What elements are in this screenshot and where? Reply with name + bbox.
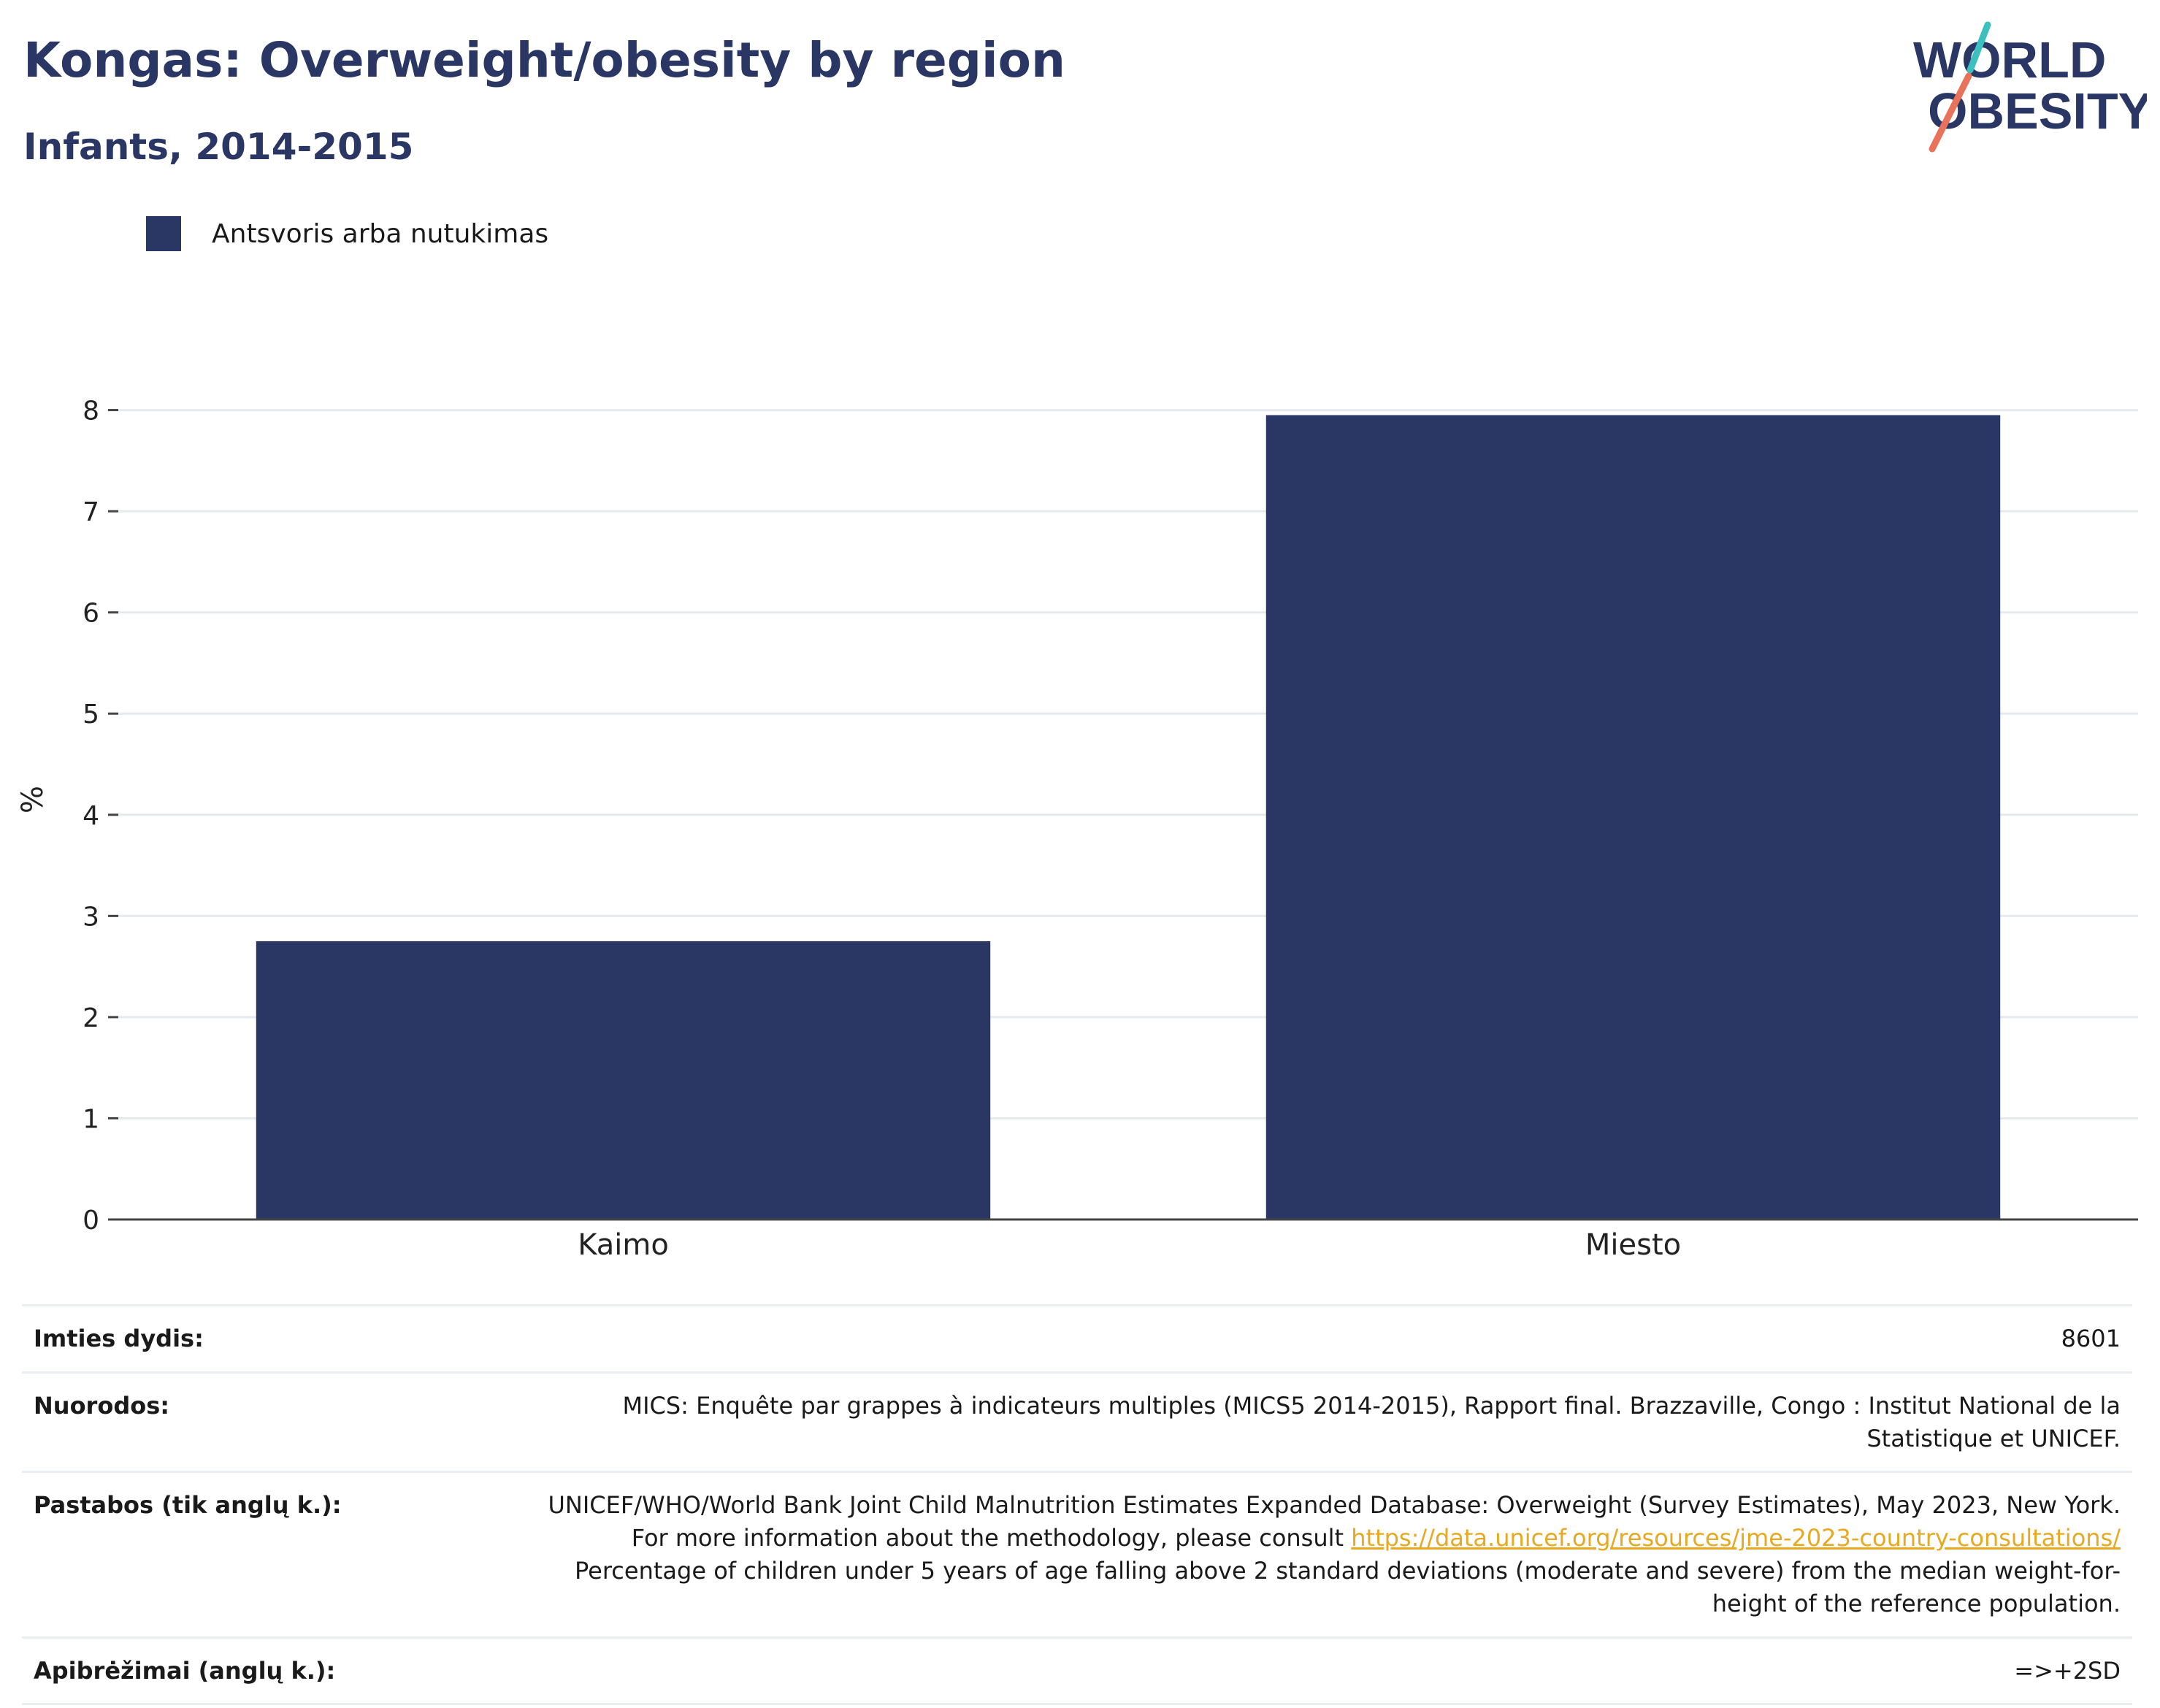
bar-chart: 0 1 2 3 4 5 6 7 8 Kaimo Miesto% <box>16 397 2138 1262</box>
notes-text-start: UNICEF/WHO/World Bank Joint Child Malnut… <box>548 1491 2121 1552</box>
y-tick-label: 3 <box>83 902 99 932</box>
logo-slash-top <box>1966 21 1991 74</box>
y-tick-label: 8 <box>83 397 99 426</box>
bar-kaimo <box>256 941 991 1219</box>
y-axis-label: % <box>16 786 50 813</box>
info-row-references: Nuorodos: MICS: Enquête par grappes à in… <box>22 1371 2132 1474</box>
definitions-label: Apibrėžimai (anglų k.): <box>22 1636 513 1706</box>
notes-text-end: Percentage of children under 5 years of … <box>575 1556 2121 1617</box>
references-value: MICS: Enquête par grappes à indicateurs … <box>513 1371 2132 1474</box>
info-table: Imties dydis: 8601 Nuorodos: MICS: Enquê… <box>22 1304 2132 1706</box>
logo-text-world: WORLD <box>1913 31 2106 88</box>
info-row-sample-size: Imties dydis: 8601 <box>22 1304 2132 1374</box>
world-obesity-logo: WORLD OBESITY <box>1913 21 2147 153</box>
info-row-notes: Pastabos (tik anglų k.): UNICEF/WHO/Worl… <box>22 1471 2132 1639</box>
y-tick-label: 1 <box>83 1104 99 1134</box>
x-tick-label: Miesto <box>1585 1228 1681 1262</box>
y-tick-label: 2 <box>83 1003 99 1033</box>
y-tick-label: 6 <box>83 599 99 629</box>
chart-legend: Antsvoris arba nutukimas <box>146 216 548 251</box>
x-tick-label: Kaimo <box>578 1228 669 1262</box>
bar-miesto <box>1265 415 2001 1220</box>
y-tick-label: 4 <box>83 801 99 831</box>
y-tick-label: 0 <box>83 1206 99 1236</box>
notes-value: UNICEF/WHO/World Bank Joint Child Malnut… <box>513 1471 2132 1639</box>
sample-size-value: 8601 <box>513 1304 2132 1374</box>
methodology-link[interactable]: https://data.unicef.org/resources/jme-20… <box>1351 1524 2121 1552</box>
notes-label: Pastabos (tik anglų k.): <box>22 1471 513 1639</box>
legend-swatch <box>146 216 181 251</box>
logo-slash-bottom <box>1929 72 1972 153</box>
references-label: Nuorodos: <box>22 1371 513 1474</box>
chart-subtitle: Infants, 2014-2015 <box>23 126 414 168</box>
chart-title: Kongas: Overweight/obesity by region <box>23 32 1065 88</box>
sample-size-label: Imties dydis: <box>22 1304 513 1374</box>
info-row-definitions: Apibrėžimai (anglų k.): =>+2SD <box>22 1636 2132 1706</box>
y-tick-label: 7 <box>83 497 99 527</box>
definitions-value: =>+2SD <box>513 1636 2132 1706</box>
y-tick-label: 5 <box>83 700 99 729</box>
legend-label: Antsvoris arba nutukimas <box>212 218 549 249</box>
